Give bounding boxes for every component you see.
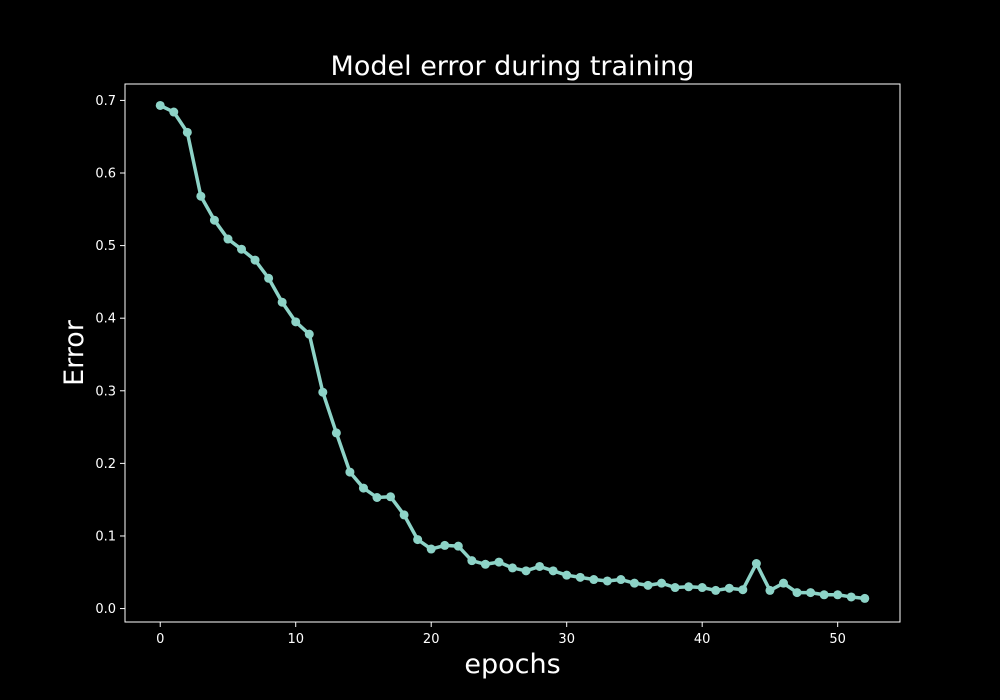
data-point [223,234,233,244]
y-tick-label: 0.7 [95,94,116,109]
data-point [548,566,558,576]
data-point [250,255,260,265]
data-point [697,583,707,593]
data-point [358,483,368,493]
y-tick-label: 0.0 [95,602,116,617]
plot-area: 0 10 20 30 40 50 0.0 0.1 0.2 0.3 0.4 0.5 0.6 0.7 [95,94,870,647]
data-point [467,556,477,566]
data-point [169,107,179,117]
data-point [535,561,545,571]
axes-frame [124,83,901,623]
data-point [792,588,802,598]
data-point [724,583,734,593]
data-point [833,590,843,600]
data-point [657,578,667,588]
data-point [616,575,626,585]
data-point [480,559,490,569]
data-point [291,317,301,327]
data-point [264,273,274,283]
data-point [331,428,341,438]
x-tick-label: 20 [423,632,440,647]
data-point [643,580,653,590]
data-point [426,544,436,554]
x-tick-label: 10 [287,632,304,647]
x-tick-label: 40 [694,632,711,647]
data-point [237,244,247,254]
data-point [562,570,572,580]
y-axis-label: Error [59,319,90,386]
x-tick-label: 30 [558,632,575,647]
y-tick-label: 0.5 [95,239,116,254]
data-point [413,535,423,545]
data-point [684,582,694,592]
data-point [846,592,856,602]
x-tick-label: 0 [156,632,164,647]
data-point [670,583,680,593]
data-point [440,540,450,550]
data-point [521,566,531,576]
data-point [155,100,165,110]
x-tick-label: 50 [829,632,846,647]
y-tick-label: 0.3 [95,384,116,399]
data-point [629,578,639,588]
y-tick-label: 0.1 [95,529,116,544]
y-tick-label: 0.4 [95,312,116,327]
y-tick-label: 0.6 [95,167,116,182]
data-point [345,467,355,477]
data-point [589,575,599,585]
data-point [860,593,870,603]
data-point [494,557,504,567]
data-point [386,492,396,502]
data-point [399,510,409,520]
data-point [602,576,612,586]
data-point [508,563,517,573]
chart-title: Model error during training [331,51,695,82]
data-point [453,541,463,551]
data-point [372,492,382,502]
data-point [182,127,192,137]
data-point [318,387,328,397]
data-point [304,329,314,339]
x-axis-label: epochs [464,649,560,680]
data-point [277,297,287,307]
data-point [209,215,219,225]
data-point [778,578,788,588]
data-point [196,191,206,201]
data-point [819,590,829,600]
data-point [711,585,721,595]
data-point [751,559,761,569]
data-point [806,588,816,598]
data-point [765,585,775,595]
y-tick-label: 0.2 [95,457,116,472]
data-point [575,572,585,582]
data-point [738,585,748,595]
